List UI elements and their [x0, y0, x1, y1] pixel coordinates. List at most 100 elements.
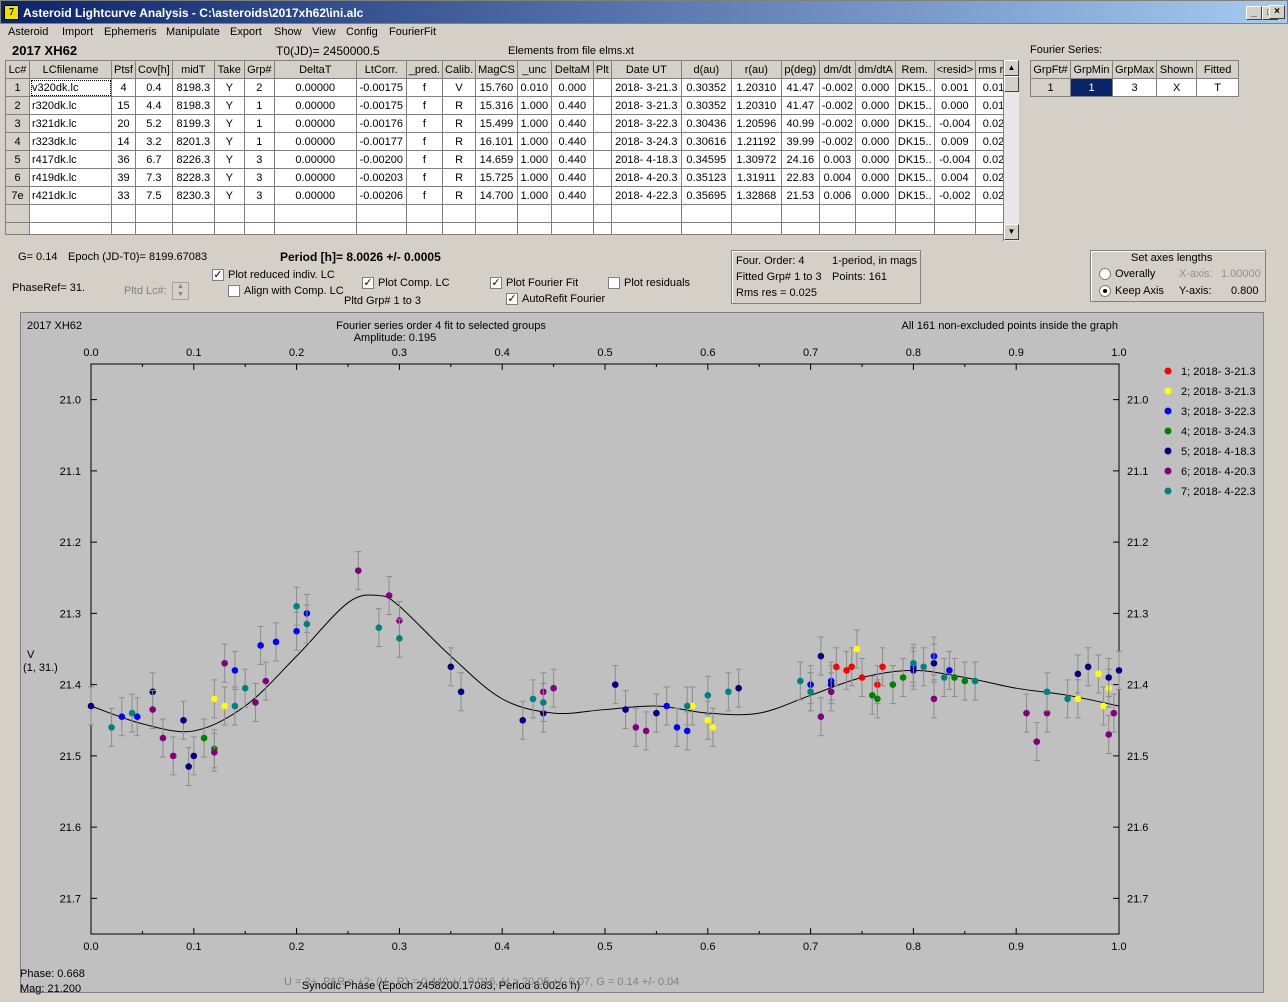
table-cell[interactable]: f	[405, 78, 444, 97]
table-cell[interactable]: 1.000	[516, 132, 552, 151]
fourier-cell-shown[interactable]: X	[1156, 78, 1198, 97]
table-row[interactable]: 4 r323dk.lc 14 3.2 8201.3 Y 1 0.00000 -0.00177 f R…	[5, 132, 1018, 151]
table-cell[interactable]: DK15..	[894, 78, 935, 97]
scroll-thumb[interactable]	[1004, 76, 1019, 92]
table-cell[interactable]	[818, 222, 857, 235]
table-cell[interactable]: 0.000	[855, 132, 896, 151]
plot-residuals-checkbox[interactable]: Plot residuals	[608, 277, 690, 290]
table-cell[interactable]: 15	[111, 96, 136, 115]
y-axis-value[interactable]: 0.800	[1231, 285, 1259, 297]
row-header[interactable]: 4	[5, 132, 30, 151]
lc-col-22[interactable]: <resid>	[933, 60, 977, 79]
table-cell[interactable]: 0.440	[550, 168, 594, 187]
table-cell[interactable]	[680, 204, 732, 223]
table-cell[interactable]: 0.34595	[680, 150, 732, 169]
table-cell[interactable]: 39.99	[780, 132, 820, 151]
table-cell[interactable]	[780, 222, 820, 235]
table-cell[interactable]: 2018- 4-18.3	[610, 150, 682, 169]
table-cell[interactable]: DK15..	[894, 96, 935, 115]
lightcurve-chart[interactable]: 2017 XH62 Fourier series order 4 fit to …	[20, 312, 1264, 993]
table-scrollbar[interactable]: ▲ ▼	[1003, 60, 1019, 241]
table-cell[interactable]: 1.31911	[730, 168, 782, 187]
table-cell[interactable]: -0.002	[818, 96, 857, 115]
table-cell[interactable]: 4	[111, 78, 136, 97]
table-cell[interactable]	[516, 222, 552, 235]
table-cell[interactable]: DK15..	[894, 186, 935, 205]
table-cell[interactable]: 14.659	[475, 150, 518, 169]
table-cell[interactable]: DK15..	[894, 150, 935, 169]
table-cell[interactable]: 8228.3	[171, 168, 215, 187]
table-cell[interactable]: 1	[243, 114, 275, 133]
table-cell[interactable]	[933, 222, 977, 235]
table-cell[interactable]: 1.20310	[730, 78, 782, 97]
row-header[interactable]: 3	[5, 114, 30, 133]
table-cell[interactable]: 0.00000	[273, 186, 357, 205]
table-cell[interactable]	[29, 204, 112, 223]
table-cell[interactable]: 0.00000	[273, 114, 357, 133]
table-cell[interactable]: 2	[243, 78, 275, 97]
table-cell[interactable]	[610, 204, 682, 223]
table-cell[interactable]: R	[441, 150, 477, 169]
table-cell[interactable]: 40.99	[780, 114, 820, 133]
table-cell[interactable]: 0.000	[855, 186, 896, 205]
table-cell[interactable]	[475, 204, 518, 223]
table-cell[interactable]: 15.760	[475, 78, 518, 97]
table-cell[interactable]	[730, 222, 782, 235]
table-cell[interactable]: -0.00200	[355, 150, 407, 169]
lc-col-2[interactable]: Ptsf	[111, 60, 136, 79]
menu-export[interactable]: Export	[230, 26, 262, 38]
table-cell[interactable]	[355, 204, 407, 223]
table-cell[interactable]	[592, 168, 612, 187]
table-cell[interactable]: 2018- 3-22.3	[610, 114, 682, 133]
table-cell[interactable]: f	[405, 150, 444, 169]
table-cell[interactable]	[516, 204, 552, 223]
table-cell[interactable]: 0.000	[855, 78, 896, 97]
menu-show[interactable]: Show	[274, 26, 302, 38]
table-cell[interactable]	[213, 222, 245, 235]
lc-col-16[interactable]: d(au)	[680, 60, 732, 79]
table-cell[interactable]: 0.440	[550, 150, 594, 169]
table-cell[interactable]: 8198.3	[171, 96, 215, 115]
fourier-col-fitted[interactable]: Fitted	[1196, 60, 1240, 79]
table-cell[interactable]: -0.002	[933, 186, 977, 205]
table-cell[interactable]: 14.700	[475, 186, 518, 205]
table-cell[interactable]: 15.499	[475, 114, 518, 133]
table-cell[interactable]: f	[405, 96, 444, 115]
lc-col-21[interactable]: Rem.	[894, 60, 935, 79]
table-cell[interactable]	[213, 204, 245, 223]
table-cell[interactable]	[933, 204, 977, 223]
table-cell[interactable]: 4.4	[135, 96, 173, 115]
lc-col-0[interactable]: Lc#	[5, 60, 30, 79]
lc-col-19[interactable]: dm/dt	[818, 60, 857, 79]
table-cell[interactable]: 3.2	[135, 132, 173, 151]
table-cell[interactable]: 0.35695	[680, 186, 732, 205]
table-cell[interactable]: 3	[243, 168, 275, 187]
table-cell[interactable]	[243, 204, 275, 223]
table-cell[interactable]: f	[405, 114, 444, 133]
table-cell[interactable]	[818, 204, 857, 223]
table-cell[interactable]: 1.000	[516, 186, 552, 205]
table-cell[interactable]: R	[441, 168, 477, 187]
lc-col-3[interactable]: Cov[h]	[135, 60, 173, 79]
lc-col-17[interactable]: r(au)	[730, 60, 782, 79]
table-cell[interactable]: 8201.3	[171, 132, 215, 151]
chart-svg[interactable]: 2017 XH62 Fourier series order 4 fit to …	[21, 313, 1263, 992]
table-cell[interactable]: 0.00000	[273, 168, 357, 187]
row-header[interactable]	[5, 204, 30, 223]
table-cell[interactable]	[29, 222, 112, 235]
table-cell[interactable]: Y	[213, 78, 245, 97]
autorefit-checkbox[interactable]: ✓ AutoRefit Fourier	[506, 293, 605, 306]
fourier-cell-grpft[interactable]: 1	[1030, 78, 1071, 97]
table-cell[interactable]: -0.004	[933, 150, 977, 169]
table-cell[interactable]: 24.16	[780, 150, 820, 169]
menu-manipulate[interactable]: Manipulate	[166, 26, 220, 38]
table-cell[interactable]: 15.316	[475, 96, 518, 115]
table-cell[interactable]: 1.32868	[730, 186, 782, 205]
lc-col-18[interactable]: p(deg)	[780, 60, 820, 79]
table-row[interactable]: 5 r417dk.lc 36 6.7 8226.3 Y 3 0.00000 -0.00200 f R…	[5, 150, 1018, 169]
table-cell[interactable]: r417dk.lc	[29, 150, 112, 169]
table-cell[interactable]: DK15..	[894, 132, 935, 151]
lc-col-7[interactable]: DeltaT	[273, 60, 357, 79]
table-cell[interactable]: -0.00203	[355, 168, 407, 187]
align-comp-checkbox[interactable]: Align with Comp. LC	[228, 285, 344, 298]
